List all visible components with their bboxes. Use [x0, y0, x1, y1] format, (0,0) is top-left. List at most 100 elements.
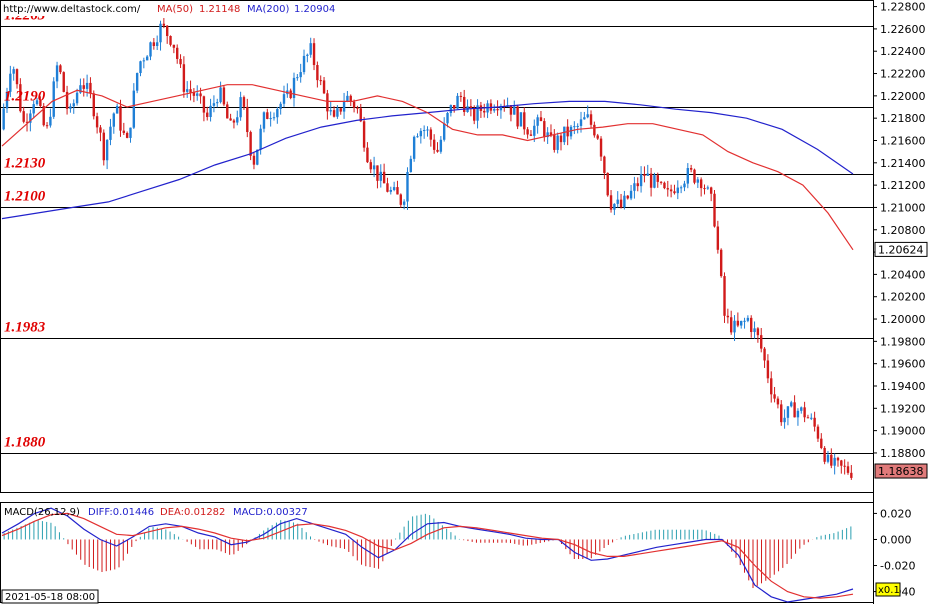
candle-body — [606, 172, 609, 196]
price-tick-label: 1.21200 — [880, 179, 926, 192]
price-tick-label: 1.21000 — [880, 201, 926, 214]
candle-body — [69, 106, 72, 109]
candle-body — [402, 201, 406, 205]
candle-body — [846, 466, 850, 473]
candle-body — [272, 117, 276, 119]
candle-body — [563, 126, 566, 143]
candle-body — [59, 65, 62, 73]
candle-body — [416, 136, 419, 138]
candle-body — [165, 25, 169, 37]
candle-body — [616, 199, 619, 204]
candle-body — [169, 36, 172, 45]
price-tick-label: 1.21600 — [880, 134, 926, 147]
candle-body — [583, 117, 586, 120]
candle-body — [5, 91, 9, 109]
candle-body — [119, 106, 122, 131]
candle-body — [196, 93, 199, 96]
price-tick-label: 1.18800 — [880, 447, 926, 460]
candle-body — [459, 95, 463, 97]
candle-body — [216, 102, 219, 104]
candle-body — [409, 158, 413, 172]
candle-body — [239, 97, 242, 118]
candle-body — [316, 65, 319, 81]
candle-body — [806, 417, 810, 419]
ma200-value: 1.20904 — [294, 4, 335, 15]
price-tick-label: 1.20200 — [880, 291, 926, 304]
candle-body — [396, 187, 399, 195]
candle-body — [115, 106, 119, 114]
candle-body — [473, 108, 476, 121]
candle-body — [399, 194, 403, 205]
macd-lines — [1, 507, 854, 603]
candle-body — [142, 60, 146, 62]
candle-body — [145, 56, 149, 61]
price-axis: 1.22800 1.22600 1.22400 1.22200 1.22000 1.218… — [873, 1, 926, 460]
candle-body — [352, 101, 356, 108]
candle-body — [513, 106, 516, 115]
candle-body — [302, 55, 306, 73]
candle-body — [696, 179, 700, 183]
source-url[interactable]: http://www.deltastock.com/ — [3, 4, 141, 15]
candle-body — [282, 94, 286, 104]
candle-body — [192, 92, 196, 96]
date-box — [1, 589, 99, 604]
candle-body — [609, 195, 613, 210]
url-backdrop — [2, 2, 142, 16]
candle-body — [135, 73, 139, 91]
macd-dea-value: DEA:0.01282 — [160, 507, 225, 518]
candle-body — [656, 175, 659, 182]
candle-body — [79, 85, 82, 93]
candle-body — [716, 226, 720, 250]
candle-body — [22, 111, 25, 122]
candle-body — [733, 320, 736, 333]
candle-body — [589, 114, 593, 125]
candle-body — [382, 171, 386, 184]
candle-body — [226, 104, 229, 119]
candle-body — [95, 116, 99, 128]
candle-body — [152, 42, 156, 46]
ma50-line — [1, 84, 854, 251]
candle-body — [112, 113, 115, 127]
candle-body — [439, 139, 443, 152]
candle-body — [102, 132, 105, 161]
candle-body — [613, 203, 616, 210]
price-tick-label: 1.22200 — [880, 68, 926, 81]
candle-body — [803, 407, 806, 418]
candle-body — [529, 134, 533, 136]
price-badge — [874, 241, 928, 257]
candle-body — [793, 402, 796, 418]
candle-body — [709, 187, 713, 194]
support-resistance-levels — [1, 26, 873, 454]
candle-body — [329, 110, 332, 112]
candle-body — [132, 90, 136, 128]
candle-body — [252, 155, 256, 165]
candle-body — [833, 457, 836, 466]
candle-body — [830, 454, 833, 466]
candle-body — [723, 276, 726, 316]
candle-body — [339, 108, 342, 112]
candle-body — [603, 156, 606, 173]
candle-body — [179, 58, 182, 65]
scale-box[interactable] — [875, 582, 901, 597]
candle-body — [689, 168, 693, 170]
candle-body — [569, 126, 573, 137]
price-tick-label: 1.19200 — [880, 402, 926, 415]
level-label: 1.1983 — [4, 320, 46, 336]
candle-body — [740, 320, 743, 326]
candle-body — [42, 106, 45, 126]
candle-body — [746, 317, 750, 321]
scale-label[interactable]: x0.1 — [878, 585, 900, 596]
candle-body — [726, 315, 730, 318]
candle-body — [202, 96, 206, 113]
candle-body — [312, 43, 316, 66]
candle-body — [85, 82, 89, 89]
candle-body — [476, 105, 479, 121]
candle-body — [549, 132, 553, 136]
candle-body — [162, 23, 166, 26]
candle-body — [172, 44, 176, 48]
price-tick-label: 1.19000 — [880, 425, 926, 438]
candle-body — [546, 132, 549, 138]
price-tick-label: 1.22000 — [880, 90, 926, 103]
candle-body — [266, 112, 269, 119]
candle-body — [446, 112, 449, 124]
